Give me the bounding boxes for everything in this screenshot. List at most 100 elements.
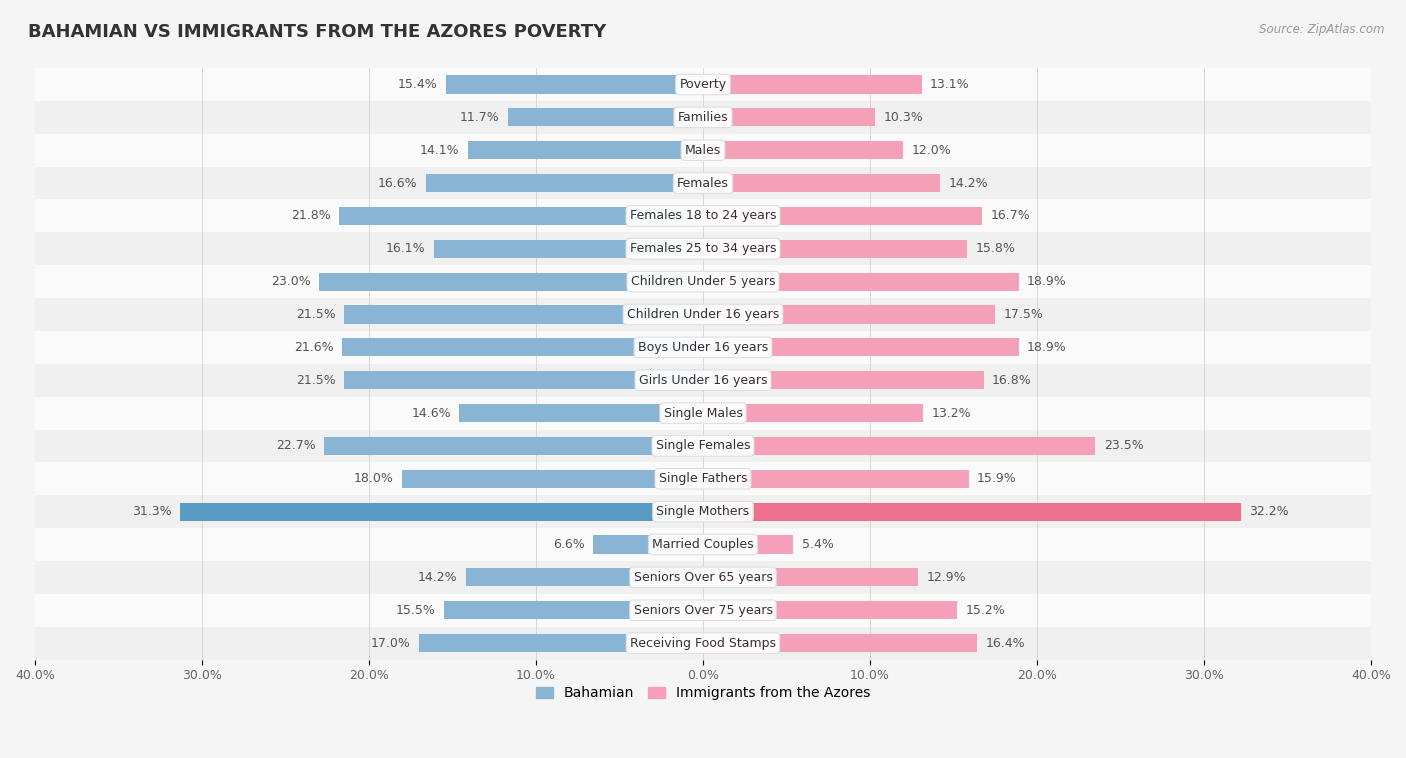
Bar <box>35 594 1371 627</box>
Text: 5.4%: 5.4% <box>801 538 834 551</box>
Text: Single Fathers: Single Fathers <box>659 472 747 485</box>
Bar <box>35 233 1371 265</box>
Bar <box>35 298 1371 331</box>
Text: 16.7%: 16.7% <box>990 209 1031 222</box>
Text: 12.0%: 12.0% <box>911 144 952 157</box>
Bar <box>703 338 1019 356</box>
Bar <box>703 535 793 553</box>
Text: Children Under 5 years: Children Under 5 years <box>631 275 775 288</box>
Bar <box>593 535 703 553</box>
Text: 18.0%: 18.0% <box>354 472 394 485</box>
Bar <box>35 167 1371 199</box>
Text: 6.6%: 6.6% <box>553 538 585 551</box>
Text: 16.1%: 16.1% <box>387 243 426 255</box>
Text: Married Couples: Married Couples <box>652 538 754 551</box>
Bar <box>35 462 1371 495</box>
Bar <box>35 101 1371 133</box>
Text: 14.2%: 14.2% <box>418 571 457 584</box>
Bar <box>703 503 1240 521</box>
Text: Families: Families <box>678 111 728 124</box>
Text: Males: Males <box>685 144 721 157</box>
Text: 12.9%: 12.9% <box>927 571 966 584</box>
Bar <box>402 470 703 488</box>
Bar <box>344 305 703 324</box>
Text: 16.4%: 16.4% <box>986 637 1025 650</box>
Text: Single Females: Single Females <box>655 440 751 453</box>
Bar <box>35 528 1371 561</box>
Bar <box>35 133 1371 167</box>
Text: Seniors Over 75 years: Seniors Over 75 years <box>634 603 772 617</box>
Bar <box>339 207 703 225</box>
Text: 18.9%: 18.9% <box>1026 275 1067 288</box>
Bar <box>344 371 703 390</box>
Bar <box>342 338 703 356</box>
Bar <box>460 404 703 422</box>
Bar <box>35 68 1371 101</box>
Bar <box>434 240 703 258</box>
Text: 17.5%: 17.5% <box>1004 308 1043 321</box>
Bar <box>703 601 957 619</box>
Bar <box>703 141 904 159</box>
Bar <box>446 76 703 93</box>
Text: 15.9%: 15.9% <box>977 472 1017 485</box>
Bar <box>35 627 1371 659</box>
Text: Seniors Over 65 years: Seniors Over 65 years <box>634 571 772 584</box>
Bar <box>465 568 703 587</box>
Text: 21.5%: 21.5% <box>295 374 336 387</box>
Text: 15.5%: 15.5% <box>396 603 436 617</box>
Bar <box>35 430 1371 462</box>
Bar <box>703 404 924 422</box>
Text: Poverty: Poverty <box>679 78 727 91</box>
Text: Females 25 to 34 years: Females 25 to 34 years <box>630 243 776 255</box>
Bar <box>703 207 981 225</box>
Text: 23.0%: 23.0% <box>271 275 311 288</box>
Text: Females: Females <box>678 177 728 190</box>
Bar <box>703 437 1095 455</box>
Text: 22.7%: 22.7% <box>276 440 315 453</box>
Text: 15.4%: 15.4% <box>398 78 437 91</box>
Text: Single Males: Single Males <box>664 406 742 420</box>
Text: 14.2%: 14.2% <box>949 177 988 190</box>
Text: 14.6%: 14.6% <box>411 406 451 420</box>
Text: 16.8%: 16.8% <box>993 374 1032 387</box>
Bar <box>703 470 969 488</box>
Bar <box>35 364 1371 396</box>
Bar <box>35 561 1371 594</box>
Text: Single Mothers: Single Mothers <box>657 505 749 518</box>
Bar <box>35 265 1371 298</box>
Text: 13.1%: 13.1% <box>931 78 970 91</box>
Text: 13.2%: 13.2% <box>932 406 972 420</box>
Bar <box>319 273 703 290</box>
Bar <box>35 495 1371 528</box>
Text: 11.7%: 11.7% <box>460 111 499 124</box>
Text: 16.6%: 16.6% <box>378 177 418 190</box>
Bar <box>323 437 703 455</box>
Text: 21.5%: 21.5% <box>295 308 336 321</box>
Bar <box>703 240 967 258</box>
Bar <box>703 76 922 93</box>
Text: 21.8%: 21.8% <box>291 209 330 222</box>
Bar <box>35 199 1371 233</box>
Legend: Bahamian, Immigrants from the Azores: Bahamian, Immigrants from the Azores <box>530 681 876 706</box>
Text: 14.1%: 14.1% <box>419 144 460 157</box>
Bar <box>35 331 1371 364</box>
Text: Females 18 to 24 years: Females 18 to 24 years <box>630 209 776 222</box>
Text: 31.3%: 31.3% <box>132 505 172 518</box>
Text: BAHAMIAN VS IMMIGRANTS FROM THE AZORES POVERTY: BAHAMIAN VS IMMIGRANTS FROM THE AZORES P… <box>28 23 606 41</box>
Bar <box>444 601 703 619</box>
Bar <box>703 568 918 587</box>
Text: 15.8%: 15.8% <box>976 243 1015 255</box>
Text: 32.2%: 32.2% <box>1249 505 1289 518</box>
Text: 18.9%: 18.9% <box>1026 341 1067 354</box>
Text: Boys Under 16 years: Boys Under 16 years <box>638 341 768 354</box>
Bar <box>703 273 1019 290</box>
Text: Girls Under 16 years: Girls Under 16 years <box>638 374 768 387</box>
Bar <box>426 174 703 192</box>
Bar <box>35 396 1371 430</box>
Bar <box>508 108 703 127</box>
Bar <box>703 634 977 652</box>
Bar <box>703 174 941 192</box>
Bar <box>703 371 984 390</box>
Text: 10.3%: 10.3% <box>883 111 924 124</box>
Bar <box>703 108 875 127</box>
